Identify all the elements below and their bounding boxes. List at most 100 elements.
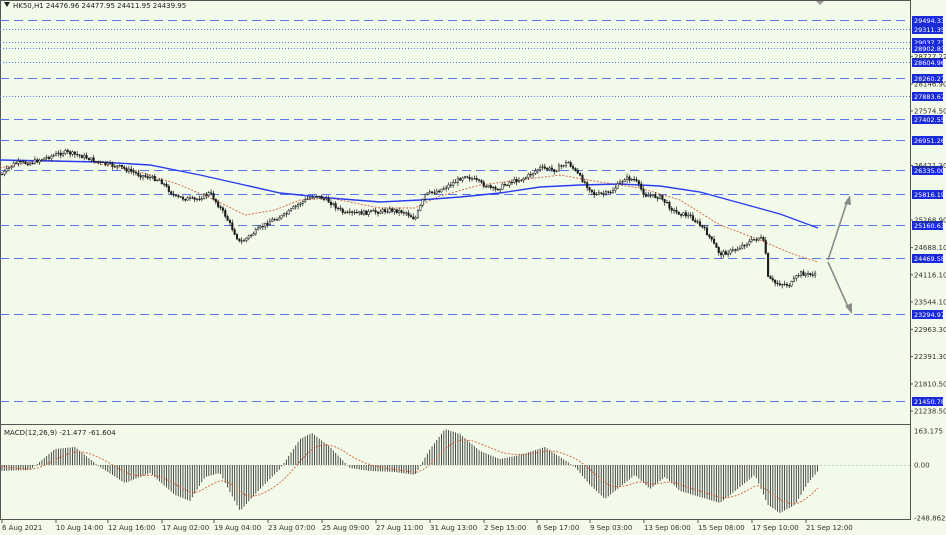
time-tick-9: 2 Sep 15:00 [484, 524, 526, 532]
candle [527, 172, 530, 181]
candle [774, 279, 777, 287]
candle [623, 177, 626, 183]
candle [83, 152, 86, 161]
candle [597, 189, 600, 196]
candle [327, 195, 330, 203]
svg-text:27883.67: 27883.67 [914, 93, 945, 101]
candle [344, 210, 347, 215]
candle [724, 249, 727, 255]
candle [757, 237, 760, 242]
candle [515, 176, 518, 186]
candle [301, 200, 304, 207]
candle [87, 157, 91, 161]
candle [78, 153, 81, 159]
candle [99, 160, 102, 166]
candle [630, 178, 633, 182]
candle [456, 175, 459, 186]
candle [226, 214, 229, 222]
candle [666, 199, 669, 204]
time-tick-7: 27 Aug 11:00 [376, 524, 423, 532]
price-tick-2: 27574.50 [914, 107, 946, 115]
price-tick-11: 21238.50 [914, 408, 946, 416]
candle [609, 190, 612, 195]
time-tick-10: 6 Sep 17:00 [537, 524, 579, 532]
candle [696, 219, 699, 224]
svg-text:29037.73: 29037.73 [914, 39, 945, 47]
candle [372, 208, 375, 212]
candle [362, 209, 365, 216]
candle [642, 186, 645, 198]
candle [15, 161, 18, 165]
candle [24, 160, 27, 165]
candle [59, 149, 62, 159]
level-label-1: 29311.35 [912, 25, 945, 34]
candle [151, 174, 154, 180]
time-tick-1: 10 Aug 14:00 [56, 524, 103, 532]
candle [348, 208, 351, 215]
candle [807, 270, 810, 278]
candle [62, 151, 65, 158]
macd-signal-line [1, 439, 819, 505]
candle [102, 161, 105, 163]
level-label-2: 29037.73 [912, 38, 945, 47]
candle [179, 195, 182, 198]
candle [254, 227, 257, 236]
candle [513, 176, 516, 184]
candle [691, 212, 694, 222]
price-tick-3: 26421.30 [914, 162, 946, 170]
candle [701, 224, 704, 229]
candle [611, 187, 615, 194]
candle [607, 190, 610, 195]
candle [689, 211, 692, 219]
time-tick-6: 25 Aug 09:00 [322, 524, 369, 532]
candle [177, 193, 180, 199]
candle [485, 184, 488, 189]
candle [17, 157, 20, 167]
candle [644, 191, 647, 198]
candle [10, 166, 13, 170]
svg-text:29311.35: 29311.35 [914, 26, 945, 34]
level-label-12: 24469.58 [912, 254, 945, 263]
price-tick-10: 21810.50 [914, 380, 946, 388]
candle [367, 209, 370, 217]
time-tick-13: 15 Sep 08:00 [698, 524, 745, 532]
candle [22, 159, 25, 164]
candle [529, 171, 532, 178]
candle [572, 163, 575, 171]
candle [785, 281, 788, 288]
candle [668, 200, 671, 211]
shift-marker-icon[interactable] [816, 1, 824, 5]
candle [320, 194, 323, 200]
svg-text:28260.27: 28260.27 [914, 75, 945, 83]
level-label-4: 28604.96 [912, 58, 945, 67]
candle [233, 227, 236, 236]
candle [123, 165, 126, 171]
candle [614, 185, 617, 193]
candle [196, 197, 199, 202]
up-arrow-icon[interactable] [827, 195, 851, 261]
candle [717, 246, 720, 256]
candle [299, 201, 302, 208]
candle [341, 207, 344, 215]
down-arrow-icon[interactable] [827, 261, 852, 314]
candle [231, 219, 234, 232]
time-tick-8: 31 Aug 13:00 [430, 524, 477, 532]
candle [449, 181, 452, 188]
candle [416, 208, 419, 219]
candle [769, 275, 772, 280]
candle [790, 280, 793, 288]
candle [741, 242, 744, 250]
candle [762, 235, 765, 242]
candle [419, 204, 422, 212]
candle [687, 211, 690, 219]
candle [339, 205, 342, 212]
candle [94, 160, 98, 164]
candle [771, 275, 774, 283]
candle [475, 175, 478, 183]
candle [3, 169, 6, 177]
candle [738, 245, 741, 251]
candle [374, 207, 377, 215]
candle [731, 246, 734, 253]
